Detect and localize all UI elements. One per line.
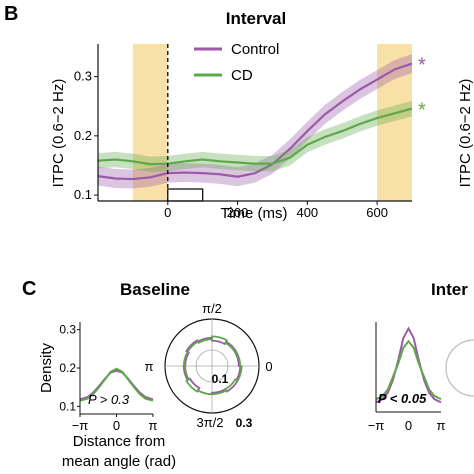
cd-interval-density-line bbox=[375, 339, 442, 401]
density-ylabel: Density bbox=[38, 342, 55, 393]
x-tick-label: 200 bbox=[227, 205, 249, 220]
neighbor-panel-ylabel: ITPC (0.6−2 Hz) bbox=[457, 79, 474, 188]
baseline-polar-chart: π/2 π 0 3π/2 0.1 0.3 bbox=[145, 301, 273, 430]
density-xlabel: Distance from bbox=[73, 433, 166, 450]
interval-title-cropped: Inter bbox=[431, 280, 468, 299]
cd-significance-star: * bbox=[418, 100, 426, 122]
cd-line bbox=[97, 107, 413, 166]
panel-b-letter: B bbox=[4, 3, 18, 25]
y-tick-label: 0.2 bbox=[74, 128, 92, 143]
polar-radius-label: 0.1 bbox=[212, 372, 229, 386]
x-tick-label: 600 bbox=[366, 205, 388, 220]
polar-angle-label: π bbox=[145, 359, 154, 374]
density-y-tick-label: 0.1 bbox=[59, 399, 76, 413]
density-x-tick-label: 0 bbox=[113, 418, 120, 433]
baseline-density-chart: 0.1 0.2 0.3 −π 0 π P > 0.3 bbox=[59, 322, 158, 433]
baseline-title: Baseline bbox=[120, 280, 190, 299]
x-tick-label: 400 bbox=[296, 205, 318, 220]
y-tick-label: 0.3 bbox=[74, 69, 92, 84]
interval-chart: * * 0.1 0.2 0.3 0 200 400 600 Control CD bbox=[74, 41, 426, 220]
panel-b-xlabel: Time (ms) bbox=[221, 205, 288, 222]
interval-density-x-tick-label: 0 bbox=[405, 418, 412, 433]
control-significance-star: * bbox=[418, 55, 426, 77]
cd-confidence-band bbox=[98, 100, 412, 172]
polar-radius-label: 0.3 bbox=[236, 416, 253, 430]
interval-density-x-tick-label: −π bbox=[368, 418, 385, 433]
control-legend-label: Control bbox=[231, 41, 279, 58]
interval-p-annotation: P < 0.05 bbox=[378, 391, 427, 406]
polar-angle-label: 3π/2 bbox=[196, 415, 223, 430]
cd-polar-histogram bbox=[182, 335, 243, 396]
density-x-tick-label: −π bbox=[72, 418, 89, 433]
baseline-p-annotation: P > 0.3 bbox=[88, 392, 130, 407]
density-y-tick-label: 0.3 bbox=[59, 323, 76, 337]
polar-angle-label: π/2 bbox=[202, 301, 222, 316]
panel-b-ylabel: ITPC (0.6−2 Hz) bbox=[50, 79, 67, 188]
y-tick-label: 0.1 bbox=[74, 187, 92, 202]
polar-angle-label: 0 bbox=[265, 359, 272, 374]
panel-b-title: Interval bbox=[226, 9, 286, 28]
interval-density-x-tick-label: π bbox=[437, 418, 446, 433]
control-interval-density-line bbox=[375, 326, 442, 404]
x-tick-label: 0 bbox=[164, 205, 171, 220]
density-x-tick-label: π bbox=[149, 418, 158, 433]
control-line bbox=[97, 62, 413, 181]
interval-polar-partial bbox=[445, 339, 474, 397]
density-y-tick-label: 0.2 bbox=[59, 361, 76, 375]
interval-density-chart: −π 0 π P < 0.05 bbox=[368, 322, 474, 433]
stimulus-box bbox=[167, 188, 204, 202]
cd-density-line bbox=[79, 367, 154, 402]
control-confidence-band bbox=[98, 54, 412, 189]
cd-legend-label: CD bbox=[231, 67, 253, 84]
panel-c-letter: C bbox=[22, 278, 36, 300]
density-xlabel-line2: mean angle (rad) bbox=[62, 453, 176, 470]
